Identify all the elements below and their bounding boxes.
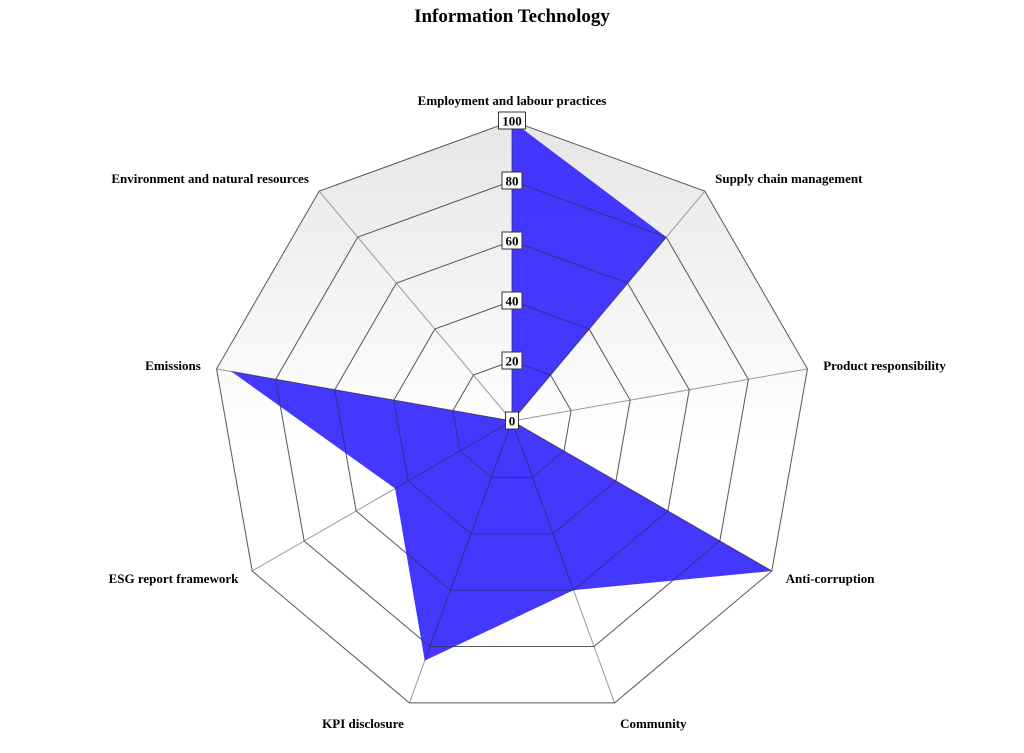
axis-label-1: Employment and labour practices	[418, 93, 607, 108]
tick-box-100	[498, 111, 526, 130]
grid-spoke-inner-7	[394, 420, 513, 489]
tick-box-40	[501, 291, 523, 310]
axis-label-6: KPI disclosure	[322, 716, 404, 731]
axis-label-3: Product responsibility	[823, 358, 946, 373]
axis-label-9: Environment and natural resources	[111, 171, 309, 186]
tick-box-80	[501, 171, 523, 190]
grid-spoke-3	[511, 368, 808, 422]
tick-box-20	[501, 351, 523, 370]
tick-60: 60	[501, 231, 523, 250]
axis-label-5: Community	[620, 716, 687, 731]
grid-ring-inner-40	[393, 300, 631, 535]
grid-spoke-inner-5	[511, 420, 575, 591]
tick-label-40: 40	[506, 294, 519, 309]
chart-title: Information Technology	[414, 6, 610, 27]
grid-ring-inner-20	[452, 360, 572, 478]
tick-label-20: 20	[506, 354, 519, 369]
tick-label-0: 0	[509, 414, 516, 429]
grid-ring-inner-100	[216, 120, 808, 704]
tick-box-60	[501, 231, 523, 250]
grid-spoke-inner-4	[511, 420, 773, 572]
axis-label-4: Anti-corruption	[786, 571, 876, 586]
grid-ring-inner-80	[275, 180, 749, 648]
axis-label-7: ESG report framework	[109, 571, 240, 586]
grid-spoke-9	[318, 190, 513, 422]
tick-labels: 0 20 40 60 80 100	[498, 111, 526, 430]
axis-label-8: Emissions	[145, 358, 201, 373]
tick-80: 80	[501, 171, 523, 190]
tick-20: 20	[501, 351, 523, 370]
tick-40: 40	[501, 291, 523, 310]
grid-spoke-inner-8	[231, 371, 513, 422]
axis-labels: Employment and labour practices Supply ch…	[109, 93, 947, 731]
tick-100: 100	[498, 111, 526, 130]
tick-label-60: 60	[506, 234, 519, 249]
tick-label-100: 100	[502, 114, 522, 129]
radar-grid-inner	[216, 120, 808, 704]
axis-label-2: Supply chain management	[715, 171, 863, 186]
grid-ring-inner-60	[334, 240, 690, 591]
tick-0: 0	[505, 411, 519, 430]
series-area	[231, 121, 772, 661]
tick-label-80: 80	[506, 174, 519, 189]
grid-spoke-inner-6	[424, 420, 513, 661]
tick-box-0	[505, 411, 519, 430]
grid-spoke-inner-2	[511, 236, 667, 422]
